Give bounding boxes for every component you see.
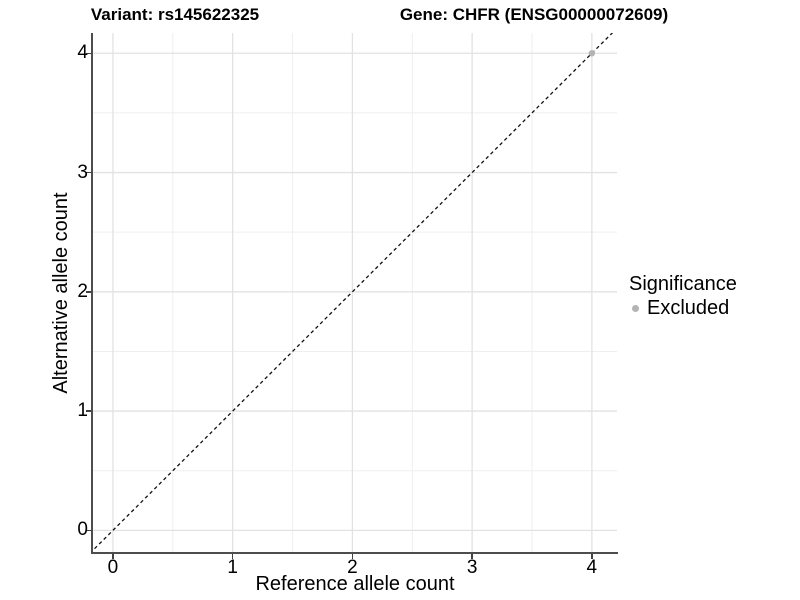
x-tick-label: 0 xyxy=(107,557,119,578)
plot-title-gene: Gene: CHFR (ENSG00000072609) xyxy=(399,5,669,24)
y-tick-label: 2 xyxy=(77,280,88,302)
x-tick-mark xyxy=(231,554,234,559)
y-tick-label: 4 xyxy=(77,42,88,64)
legend-item-excluded: Excluded xyxy=(629,296,737,320)
x-tick-mark xyxy=(112,554,114,559)
y-axis-line xyxy=(90,33,93,554)
x-tick-mark xyxy=(591,554,593,559)
x-tick-label: 2 xyxy=(347,557,358,578)
y-tick-mark xyxy=(86,410,91,412)
x-tick-label: 4 xyxy=(586,557,598,578)
y-tick-mark xyxy=(86,291,91,293)
plot-title-variant: Variant: rs145622325 xyxy=(90,5,260,24)
x-axis-line xyxy=(90,552,618,554)
x-tick-label: 3 xyxy=(466,557,478,578)
legend: Significance Excluded xyxy=(629,272,737,320)
x-tick-mark xyxy=(471,554,473,559)
y-tick-mark xyxy=(86,529,91,532)
y-tick-mark xyxy=(86,52,91,55)
y-tick-label: 0 xyxy=(77,519,88,541)
plot-panel xyxy=(92,33,617,553)
legend-title: Significance xyxy=(629,273,737,295)
x-tick-mark xyxy=(351,554,354,559)
identity-line xyxy=(92,33,614,553)
chart-area xyxy=(92,33,617,553)
legend-key-dot xyxy=(632,304,639,312)
y-tick-label: 1 xyxy=(77,400,88,422)
y-tick-mark xyxy=(86,171,91,174)
legend-item-label: Excluded xyxy=(647,297,730,319)
x-tick-label: 1 xyxy=(227,557,238,578)
y-tick-label: 3 xyxy=(77,161,88,183)
x-axis-title: Reference allele count xyxy=(255,573,455,595)
y-axis-title: Alternative allele count xyxy=(50,192,72,394)
legend-items: Excluded xyxy=(629,296,737,320)
data-point-excluded xyxy=(588,50,596,57)
